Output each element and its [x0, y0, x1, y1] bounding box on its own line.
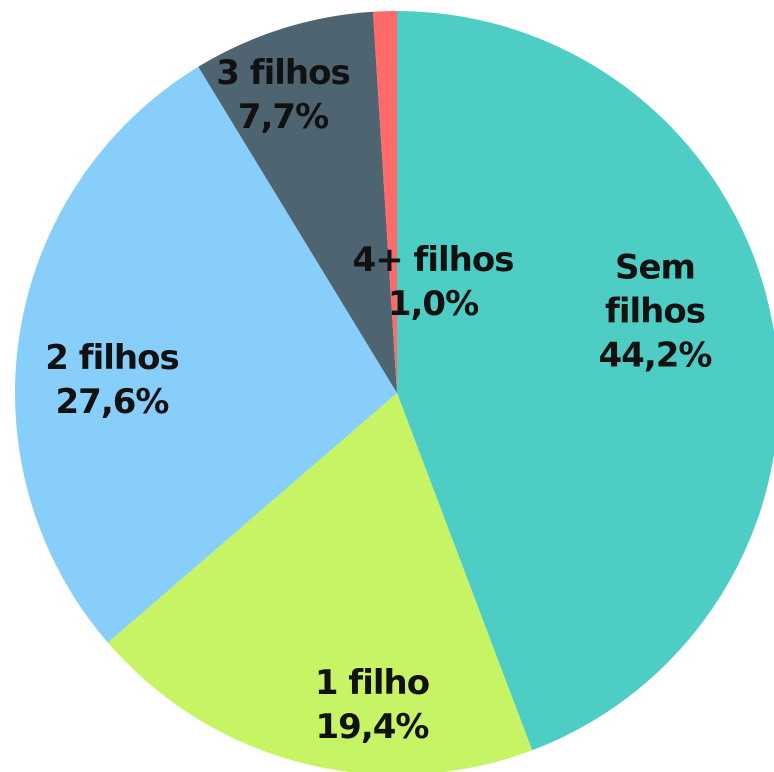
slice-value: 19,4%: [315, 707, 430, 747]
pie-slice: [198, 11, 397, 393]
slice-label: 1 filho 19,4%: [262, 661, 482, 749]
slice-label: Sem filhos 44,2%: [580, 246, 730, 379]
slice-name: 1 filho: [314, 662, 430, 703]
pie-slice: [372, 11, 397, 393]
slice-label: 3 filhos 7,7%: [173, 51, 393, 139]
slice-label: 4+ filhos 1,0%: [323, 238, 543, 326]
slice-label: 2 filhos 27,6%: [2, 336, 222, 424]
pie-slice: [14, 66, 398, 643]
slice-value: 44,2%: [598, 336, 713, 377]
slice-name: 3 filhos: [216, 52, 350, 93]
pie-slice: [107, 393, 533, 772]
slice-name: 4+ filhos: [352, 239, 515, 280]
slice-value: 27,6%: [55, 382, 170, 422]
slice-value: 1,0%: [387, 284, 479, 324]
slice-value: 7,7%: [237, 97, 329, 137]
slice-name: 2 filhos: [45, 337, 179, 378]
pie-slice: [397, 11, 774, 751]
slice-name: Sem filhos: [605, 247, 706, 332]
